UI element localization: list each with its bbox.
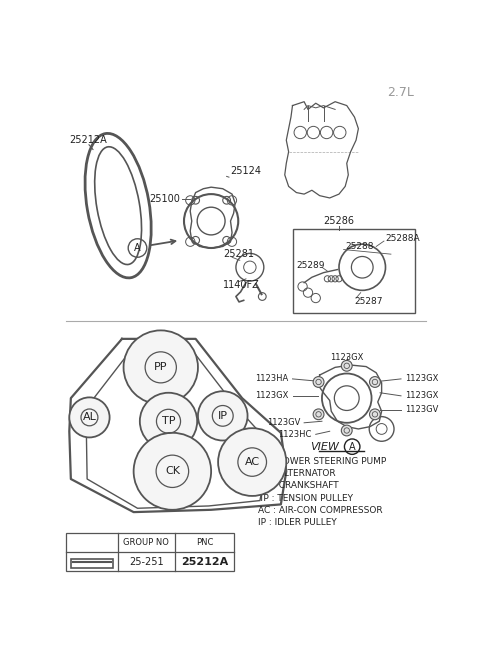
- Text: A: A: [134, 243, 141, 253]
- Text: VIEW: VIEW: [310, 441, 339, 452]
- Text: IP : IDLER PULLEY: IP : IDLER PULLEY: [258, 518, 336, 527]
- Text: 1123HC: 1123HC: [278, 430, 312, 439]
- Text: CK: CK: [165, 466, 180, 476]
- Text: 1123GX: 1123GX: [405, 391, 438, 400]
- Circle shape: [341, 360, 352, 371]
- Circle shape: [313, 377, 324, 387]
- Text: A: A: [349, 441, 356, 452]
- Text: 1123GV: 1123GV: [267, 419, 300, 427]
- Text: AL : ALTERNATOR: AL : ALTERNATOR: [258, 469, 335, 478]
- Text: 1140FZ: 1140FZ: [223, 280, 260, 290]
- Text: 25281: 25281: [223, 249, 254, 259]
- Text: 1123GX: 1123GX: [405, 375, 438, 383]
- Text: AC : AIR-CON COMPRESSOR: AC : AIR-CON COMPRESSOR: [258, 506, 382, 515]
- Text: PNC: PNC: [196, 538, 213, 547]
- Text: 1123HA: 1123HA: [255, 375, 288, 383]
- Text: PP: PP: [154, 362, 168, 372]
- Text: 25212A: 25212A: [69, 135, 107, 145]
- Circle shape: [218, 428, 286, 496]
- Text: 25286: 25286: [324, 216, 355, 226]
- Circle shape: [69, 398, 109, 438]
- Text: GROUP NO: GROUP NO: [123, 538, 169, 547]
- Text: 25287: 25287: [355, 297, 383, 307]
- Text: 2.7L: 2.7L: [387, 86, 414, 99]
- Circle shape: [370, 409, 380, 420]
- Text: 1123GX: 1123GX: [255, 391, 288, 400]
- Text: 25212A: 25212A: [181, 557, 228, 567]
- Circle shape: [313, 409, 324, 420]
- Text: TP: TP: [162, 416, 175, 426]
- Text: PP : POWER STEERING PUMP: PP : POWER STEERING PUMP: [258, 457, 386, 466]
- Circle shape: [198, 391, 248, 441]
- Text: 25288A: 25288A: [385, 234, 420, 243]
- Text: 1123GX: 1123GX: [330, 353, 363, 362]
- Text: 1123GV: 1123GV: [405, 405, 438, 414]
- Text: CK : CRANKSHAFT: CK : CRANKSHAFT: [258, 481, 338, 491]
- Bar: [71, 559, 113, 568]
- Bar: [292, 229, 415, 314]
- Text: AL: AL: [83, 413, 96, 422]
- Circle shape: [123, 330, 198, 404]
- Circle shape: [133, 433, 211, 510]
- Text: IP: IP: [218, 411, 228, 421]
- Text: 25289: 25289: [296, 261, 325, 271]
- Text: AC: AC: [245, 457, 260, 467]
- Text: 25288: 25288: [345, 242, 374, 251]
- Bar: [66, 533, 234, 571]
- Text: 25100: 25100: [149, 195, 180, 204]
- Circle shape: [370, 377, 380, 387]
- Circle shape: [140, 393, 197, 450]
- Circle shape: [341, 425, 352, 436]
- Text: 25124: 25124: [230, 166, 262, 176]
- Text: TP : TENSION PULLEY: TP : TENSION PULLEY: [258, 494, 353, 503]
- Text: 25-251: 25-251: [129, 557, 164, 567]
